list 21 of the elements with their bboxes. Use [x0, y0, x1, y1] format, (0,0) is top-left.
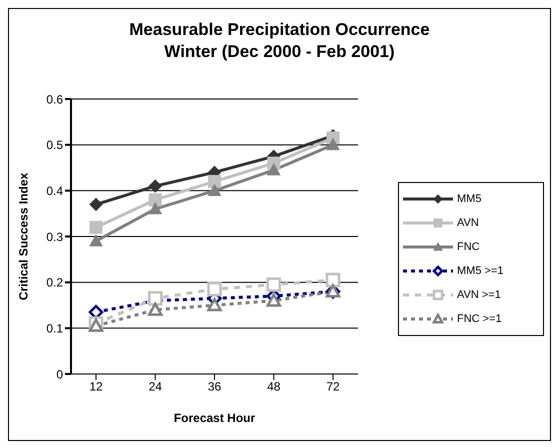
legend-label: FNC: [457, 241, 480, 253]
legend-label: FNC >=1: [457, 313, 502, 325]
y-axis-title: Critical Success Index: [16, 172, 30, 300]
legend-label: MM5: [457, 193, 482, 205]
x-axis-title: Forecast Hour: [174, 411, 256, 425]
y-tick-label: 0: [56, 367, 64, 382]
y-tick-label: 0.1: [46, 321, 64, 336]
y-tick-label: 0.6: [46, 92, 64, 106]
chart-title: Measurable Precipitation Occurrence Winter (Dec 2000 - Feb 2001): [128, 19, 431, 63]
y-tick-label: 0.3: [46, 230, 64, 244]
y-tick-label: 0.2: [46, 276, 64, 290]
x-tick-label: 48: [267, 380, 281, 394]
y-tick-label: 0.5: [46, 138, 64, 152]
x-tick-label: 24: [148, 380, 162, 394]
x-tick-label: 36: [208, 380, 222, 394]
x-tick-label: 72: [326, 380, 340, 394]
legend-label: AVN >=1: [457, 289, 501, 301]
legend-label: AVN: [457, 217, 479, 229]
y-tick-label: 0.4: [46, 184, 64, 198]
x-tick-label: 12: [89, 380, 103, 394]
legend-label: MM5 >=1: [457, 265, 504, 277]
